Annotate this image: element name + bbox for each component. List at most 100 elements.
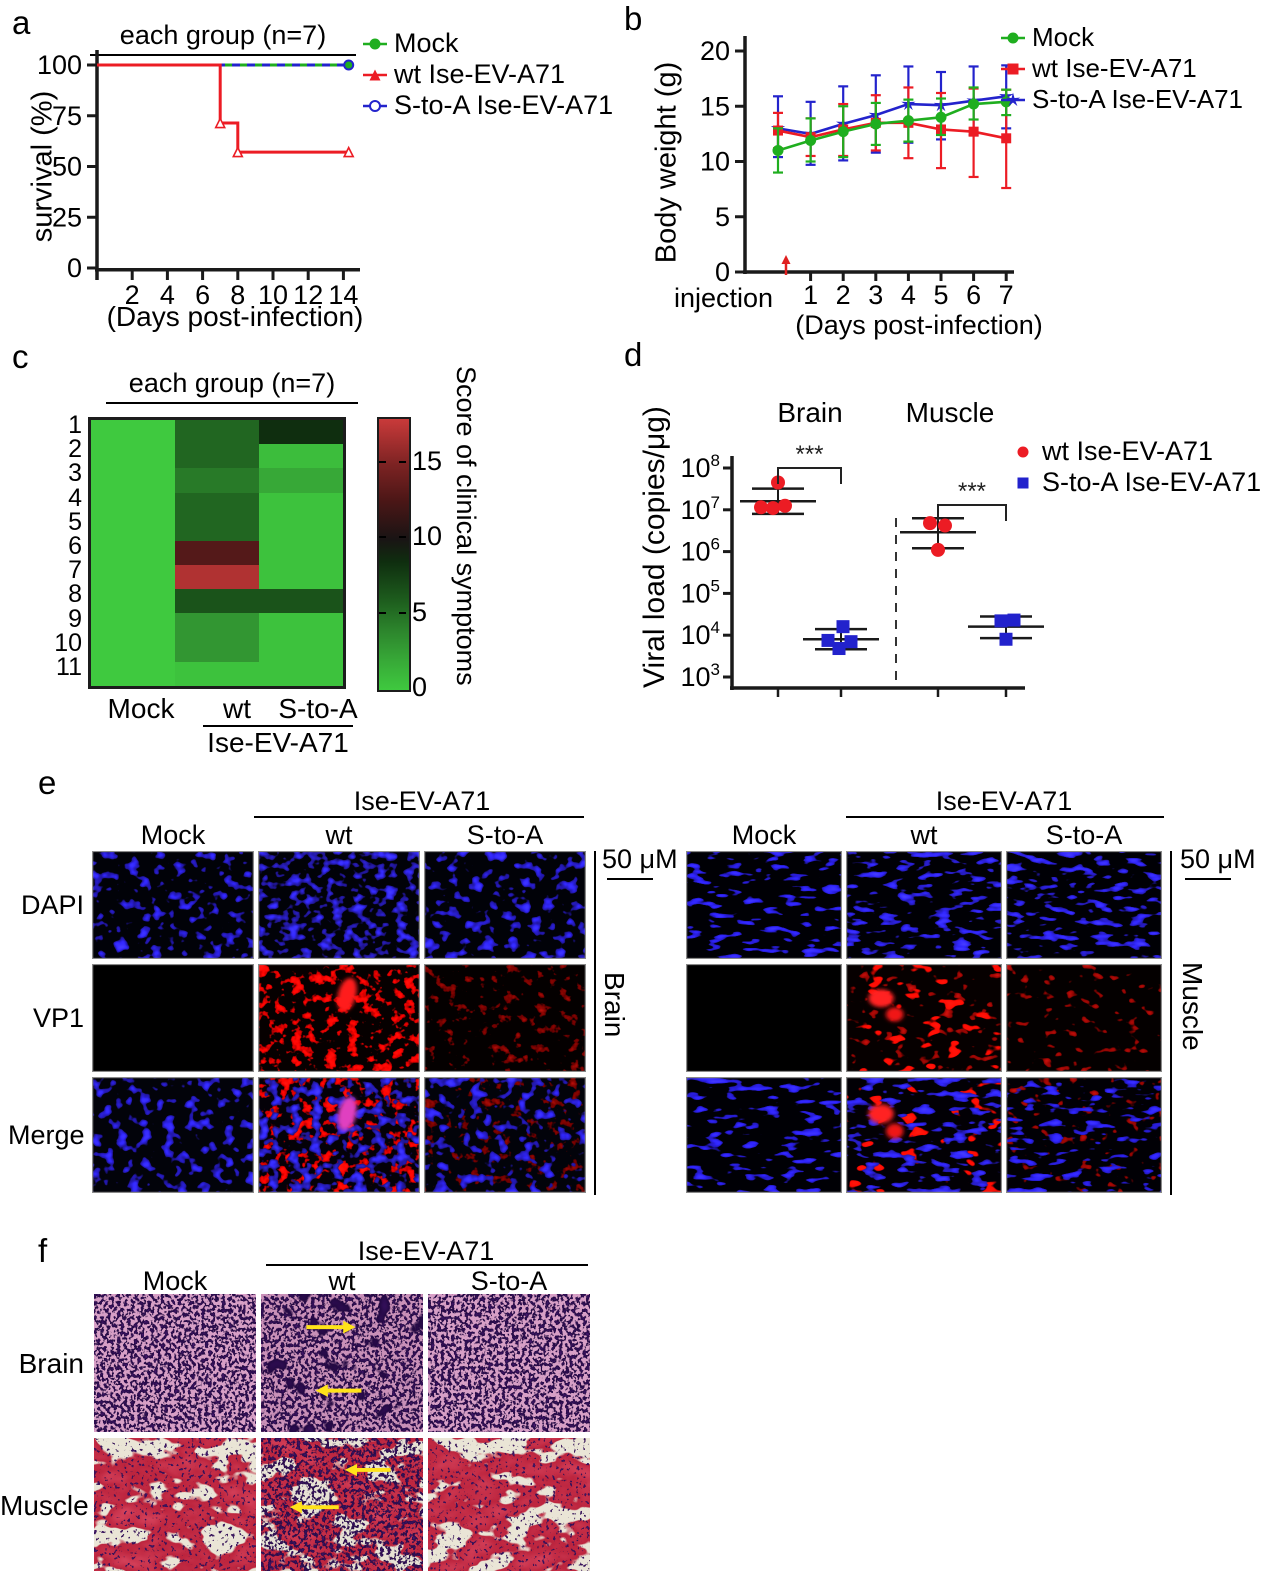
heatmap-cell	[259, 516, 343, 541]
heatmap-cell	[91, 637, 175, 662]
colorbar-tick	[379, 461, 386, 464]
heatmap-row-label: 4	[68, 483, 82, 512]
legend-label: S-to-A Ise-EV-A71	[1032, 84, 1243, 114]
histology-muscle-s-to-a	[428, 1438, 590, 1571]
heatmap-cell	[91, 492, 175, 517]
heatmap-cell	[91, 444, 175, 469]
svg-text:7: 7	[999, 280, 1014, 308]
heatmap-row-label: 10	[54, 628, 82, 657]
legend-label: Mock	[394, 28, 459, 58]
viral-load-chart: 108 107 106 105 104 103 *** ***	[680, 441, 1044, 697]
heatmap-cell	[91, 589, 175, 614]
triangle-marker-icon	[363, 69, 387, 80]
heatmap-row-label: 2	[68, 435, 82, 464]
micrograph-brain-merge-wt	[258, 1077, 420, 1193]
heatmap-col-label-stoa: S-to-A	[278, 693, 358, 724]
svg-text:15: 15	[700, 91, 730, 121]
histology-muscle-mock	[94, 1438, 256, 1571]
e-muscle-col-stoa: S-to-A	[1045, 820, 1123, 850]
e-row-vp1: VP1	[32, 1003, 84, 1033]
survival-chart: 0 25 50 75 100 2 4 6 8 10 12 14	[37, 50, 360, 310]
heatmap-cell	[259, 468, 343, 493]
heatmap-cell	[91, 516, 175, 541]
e-row-dapi: DAPI	[20, 890, 84, 920]
panel-b-y-label: Body weight (g)	[650, 61, 683, 264]
circle-marker-icon	[1001, 32, 1025, 43]
e-brain-group-underline	[254, 816, 584, 818]
heatmap-cell	[175, 613, 259, 638]
e-muscle-scale-bar	[1185, 878, 1231, 880]
square-marker-icon	[1017, 477, 1029, 488]
heatmap-cell	[259, 589, 343, 614]
legend-label: wt Ise-EV-A71	[1042, 436, 1214, 466]
panel-a-x-label: (Days post-infection)	[106, 301, 364, 332]
heatmap-row-label: 11	[56, 653, 82, 681]
e-brain-tissue-label: Brain	[599, 972, 630, 1038]
svg-text:107: 107	[680, 493, 720, 525]
micrograph-brain-vp1-s-to-a	[424, 964, 586, 1072]
svg-text:103: 103	[680, 660, 720, 692]
svg-text:104: 104	[680, 618, 720, 650]
panel-b-legend: Mock wt Ise-EV-A71 S-to-A Ise-EV-A71	[1000, 22, 1243, 115]
svg-text:10: 10	[700, 147, 730, 177]
e-brain-scale-label: 50 μM	[602, 844, 678, 874]
heatmap-cell	[175, 444, 259, 469]
svg-text:106: 106	[680, 535, 720, 567]
heatmap-row-label: 6	[68, 532, 82, 560]
heatmap-cell	[91, 420, 175, 445]
circle-open-marker-icon	[363, 99, 387, 112]
e-muscle-scale-label: 50 μM	[1180, 844, 1256, 874]
micrograph-muscle-vp1-s-to-a	[1006, 964, 1162, 1072]
heatmap-colorbar	[377, 417, 411, 692]
panel-a-legend: Mock wt Ise-EV-A71 S-to-A Ise-EV-A71	[362, 28, 613, 121]
svg-text:5: 5	[933, 280, 948, 308]
e-brain-col-stoa: S-to-A	[466, 820, 544, 850]
e-muscle-bracket-line	[1170, 851, 1172, 1195]
heatmap-cell	[259, 661, 343, 686]
heatmap-cell	[175, 492, 259, 517]
legend-label: Mock	[1032, 22, 1095, 52]
e-muscle-col-mock: Mock	[731, 820, 797, 850]
micrograph-brain-merge-s-to-a	[424, 1077, 586, 1193]
svg-text:***: ***	[958, 478, 986, 505]
circle-marker-icon	[1017, 446, 1029, 457]
panel-letter-a: a	[12, 4, 31, 41]
histology-brain-mock	[94, 1294, 256, 1432]
colorbar-tick-label: 10	[412, 521, 443, 552]
heatmap-cell	[259, 444, 343, 469]
svg-text:1: 1	[803, 280, 818, 308]
svg-text:6: 6	[966, 280, 981, 308]
legend-label: S-to-A Ise-EV-A71	[1042, 467, 1262, 497]
micrograph-muscle-merge-mock	[686, 1077, 842, 1193]
micrograph-muscle-merge-wt	[846, 1077, 1002, 1193]
heatmap-cell	[175, 516, 259, 541]
legend-item: wt Ise-EV-A71	[1000, 53, 1243, 84]
e-muscle-group-header: Ise-EV-A71	[935, 786, 1073, 816]
svg-text:10: 10	[258, 280, 288, 310]
svg-text:0: 0	[67, 253, 82, 283]
micrograph-brain-vp1-mock	[92, 964, 254, 1072]
panel-d-group-muscle: Muscle	[905, 397, 995, 428]
colorbar-tick	[379, 611, 386, 614]
colorbar-axis-label: Score of clinical symptoms	[451, 366, 481, 686]
heatmap-cell	[175, 540, 259, 566]
panel-d-y-label: Viral load (copies/μg)	[638, 406, 671, 688]
svg-text:14: 14	[328, 280, 358, 310]
panel-letter-d: d	[624, 336, 643, 373]
colorbar-tick-label: 5	[412, 596, 428, 627]
micrograph-brain-merge-mock	[92, 1077, 254, 1193]
f-group-header: Ise-EV-A71	[357, 1236, 495, 1266]
f-col-stoa: S-to-A	[470, 1266, 548, 1296]
heatmap-group-underline	[203, 725, 353, 727]
legend-label: S-to-A Ise-EV-A71	[394, 90, 614, 120]
heatmap-row-label: 9	[68, 604, 82, 633]
heatmap-group-label: Ise-EV-A71	[207, 727, 349, 758]
panel-a-y-label: survival (%)	[26, 90, 59, 243]
heatmap-cell	[91, 613, 175, 638]
e-muscle-col-wt: wt	[910, 820, 938, 850]
svg-text:20: 20	[700, 36, 730, 66]
f-group-underline	[266, 1264, 588, 1266]
heatmap-cell	[259, 492, 343, 517]
heatmap-cell	[175, 661, 259, 686]
